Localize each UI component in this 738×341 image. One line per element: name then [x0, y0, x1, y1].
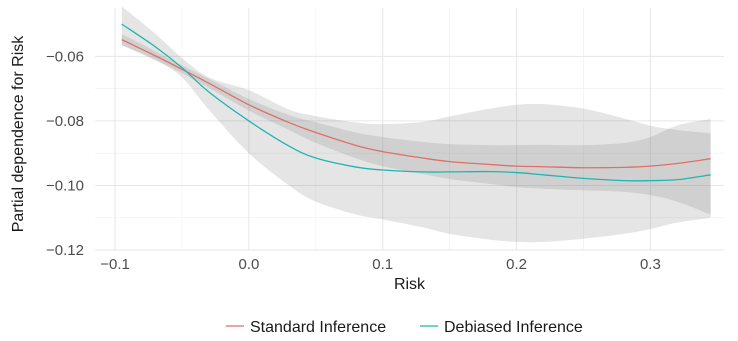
y-tick-label: −0.12 [46, 242, 84, 259]
confidence-bands [121, 6, 711, 243]
series-line-1 [121, 23, 711, 182]
y-tick-label: −0.10 [46, 177, 84, 194]
y-tick-label: −0.08 [46, 113, 84, 130]
y-tick-label: −0.06 [46, 48, 84, 65]
x-tick-label: 0.2 [506, 256, 527, 273]
legend: Standard Inference Debiased Inference [226, 319, 583, 336]
x-tick-label: 0.1 [372, 256, 393, 273]
y-axis-title: Partial dependence for Risk [10, 35, 27, 233]
legend-label-standard-inference: Standard Inference [250, 319, 386, 336]
x-tick-label: −0.1 [100, 256, 130, 273]
grid [95, 8, 724, 251]
x-axis-title: Risk [394, 276, 426, 293]
tick-labels: −0.1 0.0 0.1 0.2 0.3 −0.06 −0.08 −0.10 −0.12 [46, 48, 661, 273]
confidence-band-0 [121, 34, 711, 215]
x-tick-label: 0.3 [640, 256, 661, 273]
series-line-0 [121, 39, 711, 169]
legend-label-debiased-inference: Debiased Inference [444, 319, 583, 336]
confidence-band-1 [121, 6, 711, 243]
series-lines [121, 23, 711, 182]
x-tick-label: 0.0 [238, 256, 259, 273]
